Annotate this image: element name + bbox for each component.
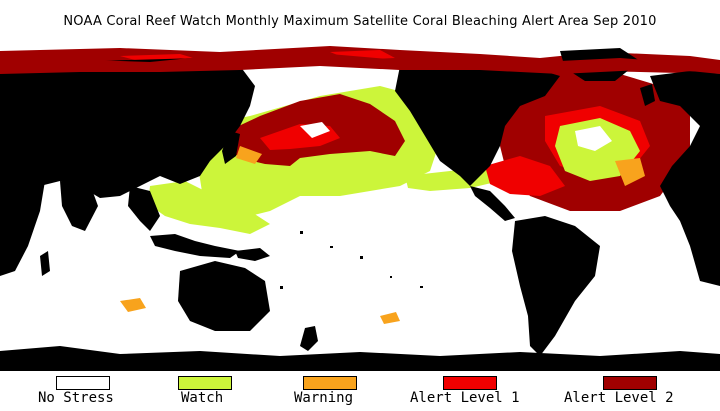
- land-se-asia: [128, 186, 160, 231]
- land-north-america: [395, 60, 560, 186]
- legend-item-alert-level-2: Alert Level 2: [564, 376, 704, 411]
- legend-swatch-no-stress: [56, 376, 110, 390]
- legend-swatch-alert-level-1: [443, 376, 497, 390]
- land-africa-west: [0, 164, 45, 276]
- land-antarctica: [0, 346, 720, 371]
- alert-zone-caribbean: [485, 156, 565, 196]
- legend-label-warning: Warning: [294, 390, 354, 406]
- land-new-zealand: [300, 326, 318, 351]
- legend-label-watch: Watch: [181, 390, 224, 406]
- legend: No Stress Watch Warning Alert Level 1 Al…: [0, 376, 720, 411]
- land-australia: [178, 261, 270, 331]
- legend-swatch-warning: [303, 376, 357, 390]
- bleaching-alert-map: [0, 46, 720, 371]
- legend-label-alert-level-2: Alert Level 2: [564, 390, 674, 406]
- land-eurasia: [0, 58, 255, 198]
- land-indonesia: [150, 234, 240, 258]
- legend-item-warning: Warning: [294, 376, 393, 411]
- land-india: [60, 181, 98, 231]
- land-new-guinea: [235, 248, 270, 261]
- legend-swatch-alert-level-2: [603, 376, 657, 390]
- legend-item-watch: Watch: [178, 376, 258, 411]
- legend-swatch-watch: [178, 376, 232, 390]
- legend-label-no-stress: No Stress: [38, 390, 114, 406]
- land-japan: [222, 131, 240, 164]
- watch-zone-indo-pacific: [148, 181, 270, 234]
- legend-label-alert-level-1: Alert Level 1: [410, 390, 520, 406]
- land-europe-africa-east: [650, 71, 720, 286]
- legend-item-no-stress: No Stress: [38, 376, 150, 411]
- map-title: NOAA Coral Reef Watch Monthly Maximum Sa…: [63, 14, 657, 29]
- legend-item-alert-level-1: Alert Level 1: [410, 376, 550, 411]
- alert-zone-arctic-coast: [0, 54, 720, 74]
- land-south-america: [512, 216, 600, 356]
